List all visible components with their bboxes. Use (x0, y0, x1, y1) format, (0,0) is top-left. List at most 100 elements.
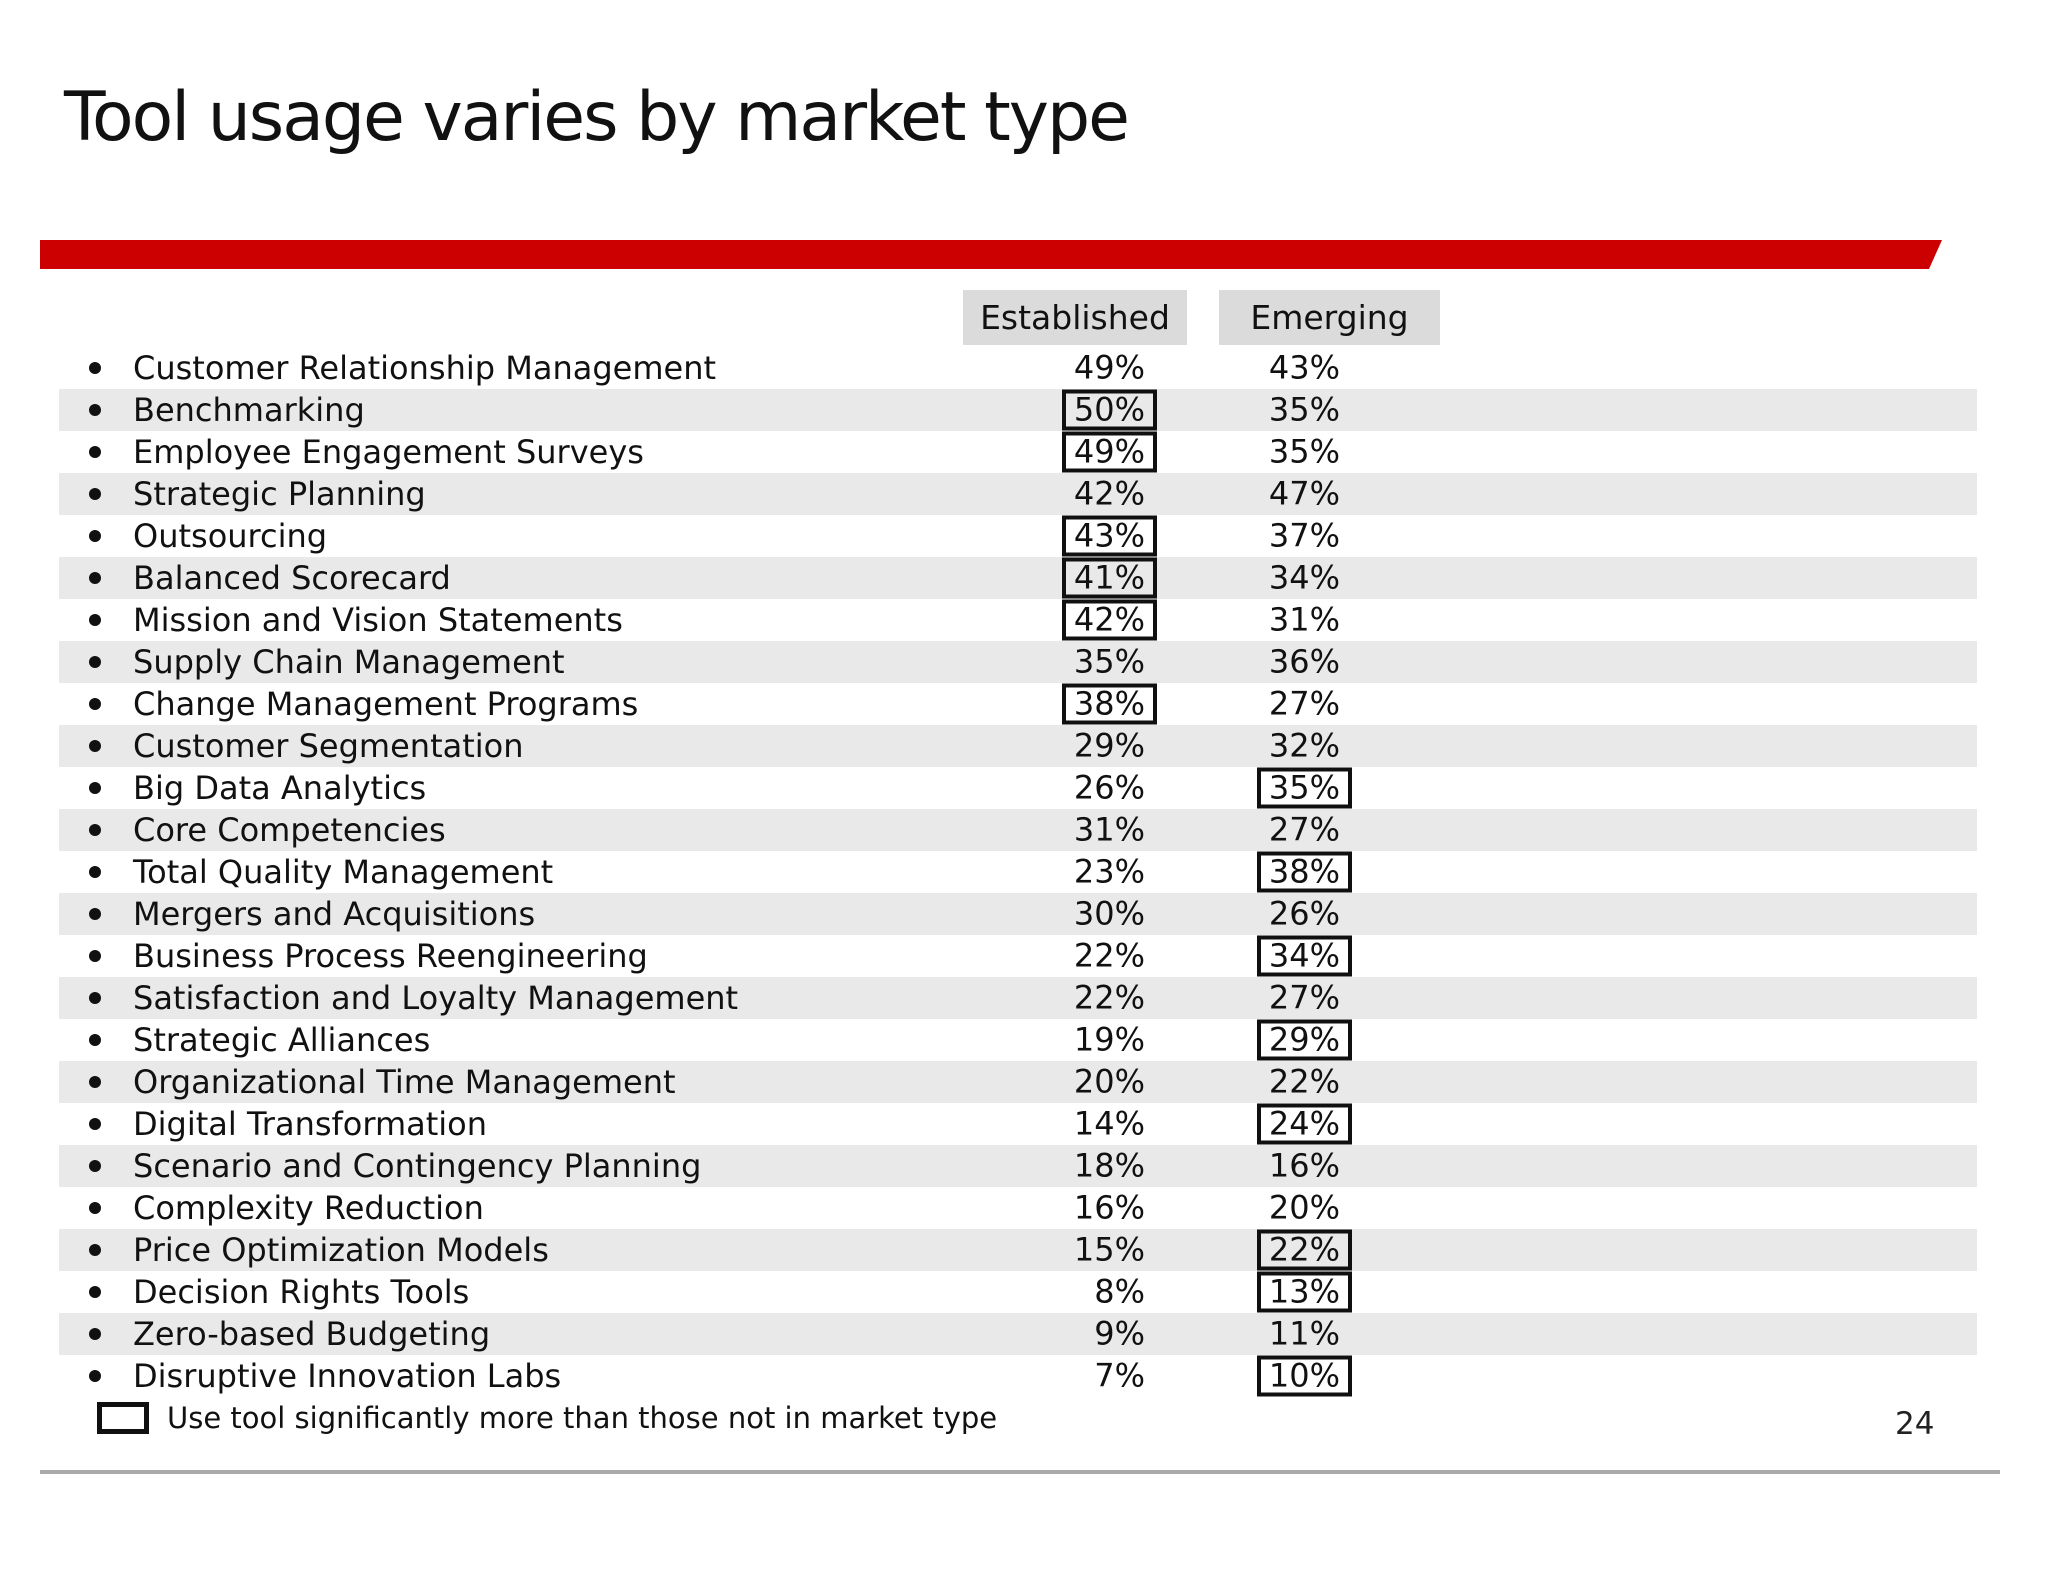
tool-label: Mergers and Acquisitions (133, 895, 536, 933)
emerging-value: 37% (1268, 516, 1340, 555)
tool-label: Total Quality Management (133, 853, 554, 891)
established-value: 38% (1061, 683, 1157, 725)
bullet-icon (89, 404, 101, 416)
emerging-value: 16% (1268, 1146, 1340, 1185)
table-row: Price Optimization Models 15% 22% (59, 1229, 1977, 1271)
table-row: Decision Rights Tools 8% 13% (59, 1271, 1977, 1313)
tool-label: Core Competencies (133, 811, 446, 849)
table-row: Mergers and Acquisitions 30% 26% (59, 893, 1977, 935)
tool-label: Complexity Reduction (133, 1189, 484, 1227)
emerging-value: 35% (1256, 767, 1352, 809)
bullet-icon (89, 530, 101, 542)
established-value: 7% (1094, 1356, 1145, 1395)
table-row: Strategic Alliances 19% 29% (59, 1019, 1977, 1061)
table-row: Change Management Programs 38% 27% (59, 683, 1977, 725)
bullet-icon (89, 1286, 101, 1298)
page-title: Tool usage varies by market type (64, 78, 1130, 157)
column-header-emerging: Emerging (1219, 290, 1440, 345)
emerging-value: 11% (1268, 1314, 1340, 1353)
tool-label: Business Process Reengineering (133, 937, 648, 975)
bullet-icon (89, 1034, 101, 1046)
table-row: Core Competencies 31% 27% (59, 809, 1977, 851)
table-row: Strategic Planning 42% 47% (59, 473, 1977, 515)
emerging-value: 27% (1268, 810, 1340, 849)
emerging-value: 47% (1268, 474, 1340, 513)
emerging-value: 31% (1268, 600, 1340, 639)
accent-bar (40, 240, 1942, 269)
emerging-value: 22% (1268, 1062, 1340, 1101)
emerging-value: 27% (1268, 978, 1340, 1017)
box-outline-icon (97, 1402, 149, 1434)
tool-label: Satisfaction and Loyalty Management (133, 979, 739, 1017)
tool-label: Outsourcing (133, 517, 328, 555)
table-row: Disruptive Innovation Labs 7% 10% (59, 1355, 1977, 1397)
emerging-value: 26% (1268, 894, 1340, 933)
table-row: Benchmarking 50% 35% (59, 389, 1977, 431)
established-value: 23% (1073, 852, 1145, 891)
bullet-icon (89, 950, 101, 962)
bullet-icon (89, 362, 101, 374)
bullet-icon (89, 572, 101, 584)
emerging-value: 35% (1268, 390, 1340, 429)
page-number: 24 (1895, 1406, 1935, 1442)
tool-label: Organizational Time Management (133, 1063, 676, 1101)
established-value: 22% (1073, 978, 1145, 1017)
bullet-icon (89, 488, 101, 500)
emerging-value: 20% (1268, 1188, 1340, 1227)
bullet-icon (89, 824, 101, 836)
tool-label: Scenario and Contingency Planning (133, 1147, 702, 1185)
tool-label: Customer Segmentation (133, 727, 524, 765)
table-row: Zero-based Budgeting 9% 11% (59, 1313, 1977, 1355)
established-value: 20% (1073, 1062, 1145, 1101)
tool-label: Disruptive Innovation Labs (133, 1357, 562, 1395)
bullet-icon (89, 1328, 101, 1340)
established-value: 14% (1073, 1104, 1145, 1143)
bullet-icon (89, 1202, 101, 1214)
tool-label: Digital Transformation (133, 1105, 488, 1143)
tool-label: Change Management Programs (133, 685, 639, 723)
bullet-icon (89, 446, 101, 458)
bullet-icon (89, 1244, 101, 1256)
established-value: 35% (1073, 642, 1145, 681)
tool-label: Customer Relationship Management (133, 349, 717, 387)
tool-label: Strategic Alliances (133, 1021, 431, 1059)
table-row: Supply Chain Management 35% 36% (59, 641, 1977, 683)
table-row: Employee Engagement Surveys 49% 35% (59, 431, 1977, 473)
emerging-value: 43% (1268, 348, 1340, 387)
tool-label: Price Optimization Models (133, 1231, 549, 1269)
table-row: Satisfaction and Loyalty Management 22% … (59, 977, 1977, 1019)
established-value: 49% (1061, 431, 1157, 473)
bullet-icon (89, 1076, 101, 1088)
established-value: 18% (1073, 1146, 1145, 1185)
emerging-value: 13% (1256, 1271, 1352, 1313)
emerging-value: 10% (1256, 1355, 1352, 1397)
tool-label: Benchmarking (133, 391, 365, 429)
table-row: Scenario and Contingency Planning 18% 16… (59, 1145, 1977, 1187)
bullet-icon (89, 1370, 101, 1382)
tool-label: Mission and Vision Statements (133, 601, 623, 639)
tool-label: Big Data Analytics (133, 769, 427, 807)
bullet-icon (89, 908, 101, 920)
established-value: 41% (1061, 557, 1157, 599)
footer-divider (40, 1470, 2000, 1474)
emerging-value: 27% (1268, 684, 1340, 723)
table-row: Big Data Analytics 26% 35% (59, 767, 1977, 809)
table-row: Organizational Time Management 20% 22% (59, 1061, 1977, 1103)
bullet-icon (89, 1160, 101, 1172)
bullet-icon (89, 740, 101, 752)
table-row: Business Process Reengineering 22% 34% (59, 935, 1977, 977)
established-value: 26% (1073, 768, 1145, 807)
bullet-icon (89, 1118, 101, 1130)
established-value: 31% (1073, 810, 1145, 849)
emerging-value: 34% (1268, 558, 1340, 597)
established-value: 29% (1073, 726, 1145, 765)
bullet-icon (89, 992, 101, 1004)
table-row: Total Quality Management 23% 38% (59, 851, 1977, 893)
established-value: 15% (1073, 1230, 1145, 1269)
emerging-value: 29% (1256, 1019, 1352, 1061)
emerging-value: 35% (1268, 432, 1340, 471)
emerging-value: 24% (1256, 1103, 1352, 1145)
bullet-icon (89, 698, 101, 710)
established-value: 30% (1073, 894, 1145, 933)
